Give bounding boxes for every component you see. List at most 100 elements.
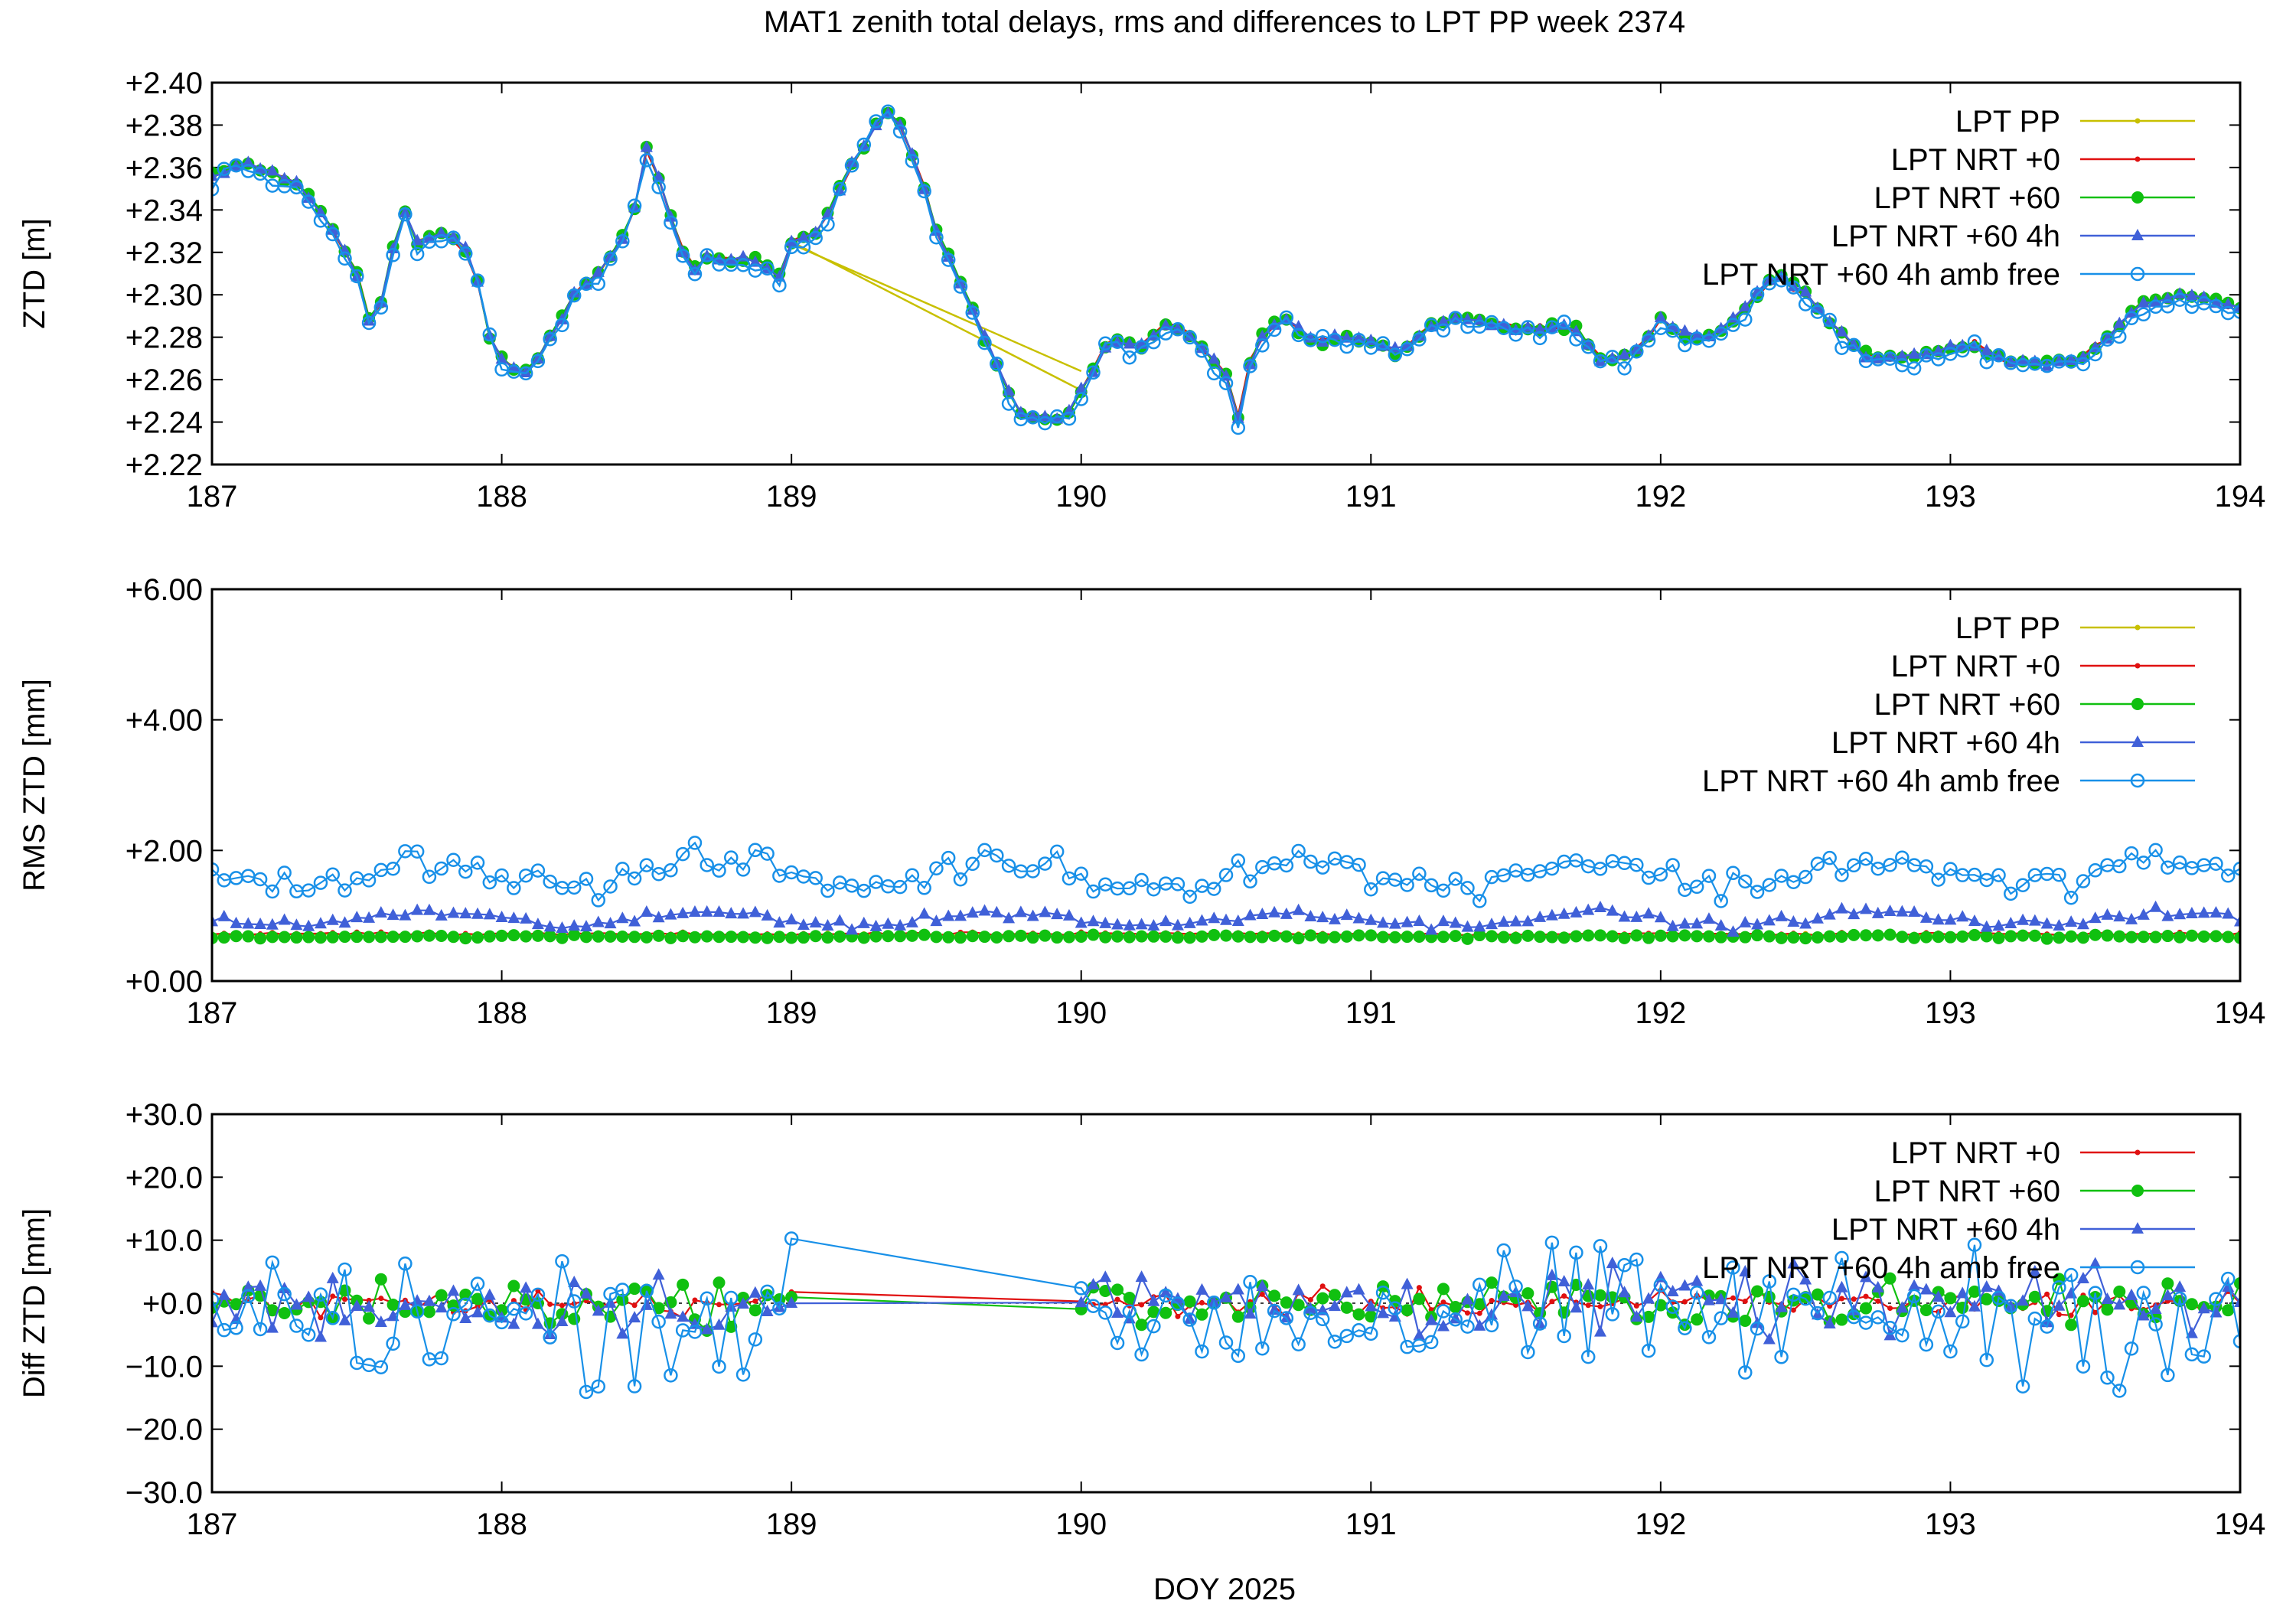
data-point — [1896, 931, 1909, 944]
data-point — [1822, 312, 1837, 328]
data-point — [2137, 908, 2150, 920]
data-point — [1979, 354, 1994, 370]
data-point — [760, 1284, 775, 1299]
data-point — [592, 915, 605, 927]
data-point — [1726, 865, 1740, 881]
data-point — [351, 1299, 364, 1311]
data-point — [1883, 1272, 1896, 1285]
data-point — [230, 930, 243, 943]
data-point — [459, 1312, 472, 1324]
data-point — [1243, 1275, 1257, 1289]
data-point — [289, 180, 304, 195]
data-point — [1629, 1252, 1644, 1267]
data-point — [212, 1315, 218, 1328]
data-point — [677, 1310, 690, 1322]
y-tick-label: +30.0 — [126, 1098, 203, 1132]
data-point — [761, 1289, 774, 1302]
data-point — [965, 856, 980, 872]
data-point — [2004, 886, 2018, 901]
data-point — [1714, 931, 1727, 944]
x-tick-label: 191 — [1345, 996, 1397, 1030]
data-point — [386, 1336, 400, 1351]
data-point — [351, 911, 364, 923]
data-point — [1534, 910, 1547, 922]
data-point — [2172, 1291, 2187, 1306]
data-point — [1400, 878, 1414, 892]
data-point — [556, 931, 569, 944]
data-point — [615, 862, 630, 876]
data-point — [1641, 1343, 1656, 1358]
data-point — [1931, 1304, 1945, 1319]
data-point — [568, 1275, 581, 1287]
data-point — [1159, 1286, 1172, 1298]
data-point — [1742, 1298, 1748, 1304]
data-point — [628, 914, 641, 927]
data-point — [2113, 930, 2126, 943]
data-point — [1170, 322, 1186, 337]
data-point — [1666, 1284, 1679, 1296]
data-point — [447, 1284, 460, 1296]
data-point — [470, 856, 485, 870]
data-point — [278, 913, 291, 925]
data-point — [1437, 931, 1450, 944]
data-point — [1944, 913, 1957, 925]
data-point — [1557, 315, 1571, 329]
data-point — [1665, 1299, 1680, 1314]
data-point — [495, 929, 508, 942]
legend-label: LPT NRT +0 — [1891, 1136, 2060, 1170]
data-point — [1557, 931, 1570, 944]
data-point — [568, 1312, 581, 1325]
data-point — [1339, 1328, 1354, 1344]
legend-marker — [2135, 624, 2141, 631]
data-point — [1883, 904, 1896, 916]
data-point — [386, 931, 400, 944]
data-point — [2052, 867, 2066, 882]
data-point — [737, 1297, 750, 1309]
data-point — [761, 908, 774, 921]
data-point — [1714, 894, 1728, 908]
data-point — [1062, 871, 1077, 886]
x-tick-label: 187 — [187, 480, 238, 513]
data-point — [1534, 931, 1547, 944]
data-point — [1908, 931, 1921, 944]
data-point — [1244, 1307, 1257, 1319]
x-tick-label: 194 — [2215, 480, 2266, 513]
data-point — [627, 871, 642, 886]
data-point — [882, 930, 895, 943]
legend-label: LPT PP — [1955, 105, 2060, 139]
data-point — [1955, 1314, 1970, 1329]
data-point — [978, 904, 991, 916]
data-point — [1182, 889, 1197, 905]
data-point — [966, 906, 979, 918]
data-point — [1461, 932, 1474, 945]
data-point — [277, 865, 292, 880]
data-point — [1871, 906, 1884, 918]
data-point — [1039, 905, 1052, 918]
data-point — [1883, 351, 1897, 366]
data-point — [507, 881, 521, 895]
data-point — [857, 916, 870, 928]
data-point — [1860, 1302, 1873, 1315]
y-axis-label: ZTD [m] — [18, 218, 51, 328]
data-point — [398, 207, 413, 222]
data-point — [1968, 914, 1981, 926]
data-point — [1630, 910, 1643, 922]
data-point — [2209, 298, 2223, 314]
data-point — [639, 858, 654, 872]
data-point — [1134, 1347, 1149, 1362]
data-point — [785, 1296, 798, 1309]
data-point — [809, 930, 822, 943]
data-point — [266, 918, 279, 930]
data-point — [1111, 1305, 1124, 1318]
series-4 — [212, 104, 2240, 435]
data-point — [254, 1279, 267, 1291]
data-point — [2234, 300, 2240, 312]
legend-marker — [2135, 1149, 2141, 1156]
data-point — [2112, 1384, 2127, 1398]
data-point — [1931, 352, 1945, 367]
data-point — [616, 1327, 629, 1339]
legend-label: LPT NRT +60 4h — [1831, 220, 2060, 253]
data-point — [1039, 929, 1052, 942]
data-point — [1908, 1279, 1921, 1291]
data-point — [664, 1307, 677, 1319]
